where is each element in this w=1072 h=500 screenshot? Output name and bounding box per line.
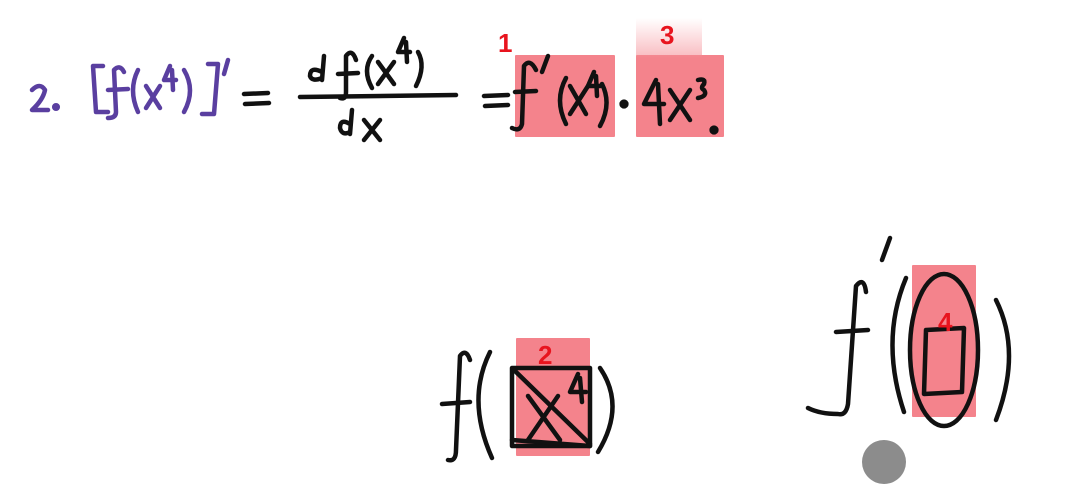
highlight-term2-fade [636, 18, 702, 58]
marker-1: 1 [498, 28, 513, 58]
equation-ink [241, 35, 719, 143]
highlight-term2 [636, 55, 724, 137]
pen-cursor-dot[interactable] [862, 440, 906, 484]
marker-4: 4 [938, 307, 953, 337]
marker-3: 3 [660, 20, 675, 50]
problem-number-and-lhs [29, 57, 231, 121]
marker-2: 2 [538, 340, 553, 370]
sketch-right [805, 235, 1012, 429]
sketch-left [439, 349, 615, 463]
